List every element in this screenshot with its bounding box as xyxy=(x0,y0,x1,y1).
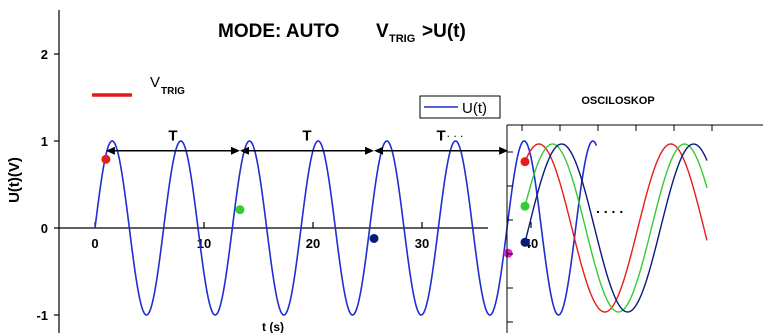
period-arrow-head xyxy=(239,146,249,155)
period-arrow-head xyxy=(374,146,384,155)
legend-signal: U(t) xyxy=(419,95,501,119)
osc-start-point xyxy=(520,237,530,247)
series-line-u-t xyxy=(94,140,598,316)
legend-signal-box xyxy=(419,95,501,119)
period-label: T xyxy=(436,128,445,145)
y-tick-label: 2 xyxy=(41,47,48,62)
legend-vtrig-label: V xyxy=(150,74,160,91)
x-tick-label: 20 xyxy=(306,236,320,251)
chart-title-vtrig-sub: TRIG xyxy=(389,33,415,45)
x-ticks: 0 10 20 30 40 xyxy=(91,222,538,251)
trigger-point xyxy=(101,154,111,164)
period-arrow-head xyxy=(230,146,240,155)
y-tick-label: 0 xyxy=(41,221,48,236)
trigger-point xyxy=(235,205,245,215)
oscilloscope-chart: OSCILOSKOP . . . . xyxy=(506,95,763,333)
chart-title-vtrig: V xyxy=(376,21,389,42)
oscilloscope-start-points xyxy=(520,157,530,247)
legend-signal-label: U(t) xyxy=(462,100,487,117)
y-axis-label: U(t)(V) xyxy=(6,157,23,203)
osc-start-point xyxy=(520,157,530,167)
oscilloscope-ellipsis: . . . . xyxy=(596,200,623,216)
oscilloscope-traces xyxy=(524,143,708,313)
osc-trace xyxy=(524,143,708,313)
osc-trace xyxy=(524,143,708,313)
x-tick-label: 0 xyxy=(91,236,98,251)
y-tick-label: 1 xyxy=(41,134,48,149)
period-arrow-head xyxy=(365,146,375,155)
trigger-point xyxy=(369,233,379,243)
period-ellipsis: . . . . xyxy=(440,126,463,140)
y-tick-label: -1 xyxy=(36,308,48,323)
trigger-point xyxy=(503,248,513,258)
osc-trace xyxy=(524,143,708,313)
period-arrow-head xyxy=(105,146,115,155)
x-tick-label: 30 xyxy=(415,236,429,251)
chart-title-main: MODE: AUTO xyxy=(218,21,339,42)
oscilloscope-ticks xyxy=(507,125,713,323)
period-label: T xyxy=(302,128,311,145)
period-arrow-head xyxy=(499,146,509,155)
osc-start-point xyxy=(520,201,530,211)
trigger-points xyxy=(101,154,513,258)
oscilloscope-title: OSCILOSKOP xyxy=(581,95,654,107)
period-label: T xyxy=(168,128,177,145)
chart-title-rhs: >U(t) xyxy=(422,21,466,42)
x-axis-label: t (s) xyxy=(262,320,284,333)
y-ticks: -1 0 1 2 xyxy=(36,47,59,323)
legend-vtrig-sub: TRIG xyxy=(161,86,185,97)
legend-vtrig: V TRIG xyxy=(92,74,185,97)
